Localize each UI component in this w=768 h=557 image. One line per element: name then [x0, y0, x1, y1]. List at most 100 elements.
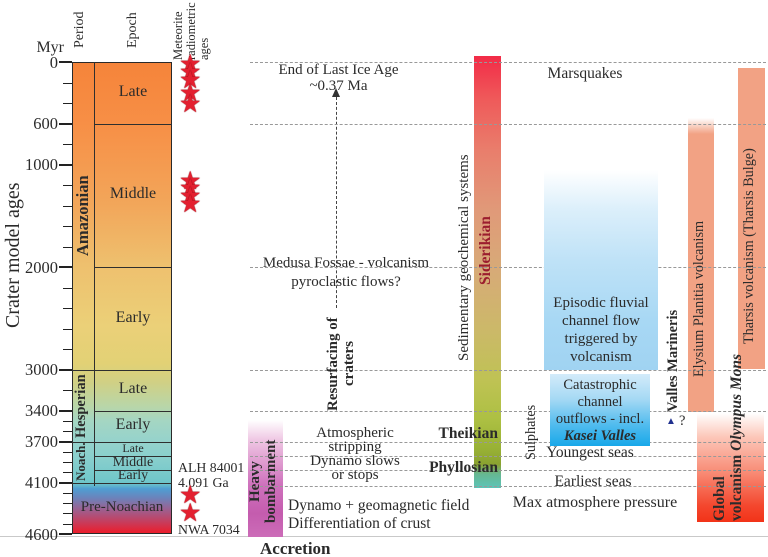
epoch-label: Early — [117, 467, 149, 483]
stratigraphic-column — [72, 62, 172, 534]
olympus-mons-label: Olympus Mons — [728, 353, 745, 451]
catastrophic-outflows-box — [550, 374, 650, 446]
axis-major-tick — [59, 409, 72, 412]
dashed-gridline — [250, 470, 766, 472]
axis-tick-label: 0 — [49, 52, 58, 72]
axis-minor-tick — [63, 523, 72, 525]
resurfacing-line1: Resurfacing of — [325, 317, 341, 411]
axis-minor-tick — [63, 82, 72, 84]
dashed-gridline — [250, 410, 766, 412]
axis-minor-tick — [63, 421, 72, 423]
global-line1: Global — [711, 476, 728, 521]
axis-minor-tick — [63, 503, 72, 505]
alh84001-age-label: 4.091 Ga — [178, 475, 229, 490]
axis-minor-tick — [63, 205, 72, 207]
max-atmosphere-label: Max atmosphere pressure — [512, 494, 678, 511]
axis-tick-label: 3700 — [25, 432, 58, 452]
meteorite-star-icon: ★ — [179, 500, 202, 527]
meteorite-star-icon: ★ — [179, 168, 202, 195]
epoch-label: Middle — [112, 454, 154, 470]
meteorite-star-icon: ★ — [179, 59, 202, 86]
epoch-column-header: Epoch — [125, 12, 140, 48]
dashed-gridline — [250, 267, 766, 269]
atmospheric-line2: stripping — [328, 439, 382, 455]
axis-major-tick — [59, 61, 72, 63]
axis-unit-label: Myr — [36, 39, 64, 56]
dynamo-slows-line1: Dynamo slows — [310, 453, 400, 469]
end-ice-age-line1: End of Last Ice Age — [278, 62, 399, 78]
dashed-gridline — [250, 441, 766, 443]
ice-age-arrowhead-icon — [332, 88, 340, 97]
tharsis-volcanism-bar — [738, 68, 765, 369]
epoch-boundary-line — [95, 410, 172, 412]
axis-minor-tick — [63, 349, 72, 351]
axis-minor-tick — [63, 246, 72, 248]
axis-minor-tick — [63, 451, 72, 453]
meteorite-star-icon: ★ — [179, 91, 202, 118]
end-ice-age-label: End of Last Ice Age ~0.37 Ma — [246, 62, 431, 94]
medusa-fossae-label: Medusa Fossae - volcanism pyroclastic fl… — [246, 254, 446, 292]
dynamo-slows-label: Dynamo slows or stops — [270, 453, 440, 483]
axis-major-tick — [59, 266, 72, 269]
sedimentary-systems-label: Sedimentary geochemical systems — [456, 154, 472, 361]
earliest-seas-label: Earliest seas — [554, 473, 632, 490]
nwa7034-label: NWA 7034 — [178, 522, 240, 537]
meteorite-star-icon: ★ — [179, 67, 202, 94]
epoch-boundary-line — [72, 441, 172, 443]
axis-minor-tick — [63, 287, 72, 289]
meteorite-star-icon: ★ — [179, 80, 202, 107]
axis-tick-label: 4100 — [25, 473, 58, 493]
period-epoch-divider — [94, 62, 95, 486]
accretion-label: Accretion — [260, 539, 331, 557]
elysium-volcanism-bar — [688, 118, 714, 412]
axis-minor-tick — [63, 185, 72, 187]
youngest-seas-label: Youngest seas — [546, 444, 634, 461]
axis-tick-label: 600 — [33, 114, 58, 134]
epoch-label: Late — [122, 441, 144, 456]
axis-minor-tick — [63, 390, 72, 392]
phyllosian-label: Phyllosian — [429, 459, 498, 476]
epoch-label: Pre-Noachian — [80, 499, 164, 516]
heavy-bombardment-bar — [248, 420, 283, 537]
axis-major-tick — [59, 122, 72, 125]
axis-major-tick — [59, 368, 72, 371]
axis-minor-tick — [63, 462, 72, 464]
period-label: Hesperian — [73, 373, 89, 438]
dashed-gridline — [250, 485, 766, 487]
dashed-gridline — [250, 456, 766, 458]
period-label: Amazonian — [73, 175, 92, 257]
axis-minor-tick — [63, 308, 72, 310]
axis-minor-tick — [63, 513, 72, 515]
axis-tick-label: 3400 — [25, 401, 58, 421]
episodic-line4: volcanism — [570, 349, 632, 365]
epoch-label: Late — [118, 380, 148, 398]
episodic-line1: Episodic fluvial — [553, 295, 649, 311]
axis-tick-label: 4600 — [25, 524, 58, 544]
end-ice-age-line2: ~0.37 Ma — [309, 77, 368, 94]
catastrophic-outflows-label: Catastrophic channel outflows - incl. Ka… — [550, 377, 650, 445]
catastrophic-line3: outflows - incl. — [555, 411, 645, 427]
epoch-boundary-line — [95, 123, 172, 125]
atmospheric-stripping-label: Atmospheric stripping — [270, 425, 440, 455]
episodic-line2: channel flow — [562, 313, 640, 329]
valles-marineris-question: ? — [679, 413, 686, 429]
valles-marineris-arrow-icon: ▲ — [666, 416, 676, 427]
axis-minor-tick — [63, 103, 72, 105]
global-line2: volcanism Olympus Mons — [728, 325, 745, 521]
axis-minor-tick — [63, 144, 72, 146]
alh84001-label: ALH 84001 — [178, 460, 245, 475]
axis-major-tick — [59, 481, 72, 484]
catastrophic-line2: channel — [577, 394, 623, 410]
global-volcanism-bar — [697, 413, 764, 522]
epoch-boundary-line — [95, 267, 172, 269]
axis-minor-tick — [63, 431, 72, 433]
ice-age-arrow-line — [336, 97, 337, 308]
epoch-label: Early — [115, 308, 151, 326]
episodic-fluvial-box — [544, 170, 658, 370]
siderikian-label: Siderikian — [477, 216, 494, 286]
atmospheric-line1: Atmospheric — [316, 425, 394, 441]
resurfacing-line2: craters — [341, 341, 357, 387]
resurfacing-label: Resurfacing of craters — [325, 303, 358, 425]
episodic-fluvial-label: Episodic fluvial channel flow triggered … — [544, 294, 658, 366]
